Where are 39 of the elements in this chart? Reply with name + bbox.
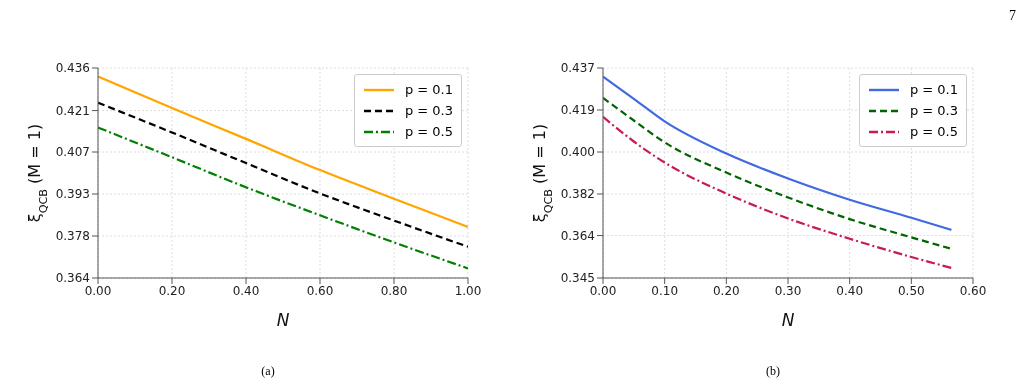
x-tick-label: 0.60	[306, 283, 334, 298]
x-tick-label: 0.20	[158, 283, 186, 298]
y-tick-label: 0.364	[560, 228, 595, 243]
legend-label: p = 0.1	[909, 82, 958, 97]
y-tick-label: 0.419	[560, 103, 595, 118]
y-tick-label: 0.378	[55, 229, 90, 244]
x-tick-label: 0.30	[774, 283, 802, 298]
y-tick-label: 0.393	[55, 187, 90, 202]
text: (b)	[765, 364, 781, 379]
text: (a)	[260, 364, 276, 379]
x-axis-title: N	[276, 310, 290, 330]
x-tick-label: 0.40	[836, 283, 864, 298]
x-tick-label: 0.80	[380, 283, 408, 298]
legend-label: p = 0.5	[404, 124, 453, 139]
line-series	[98, 126, 468, 270]
y-tick-label: 0.345	[560, 271, 595, 286]
text: 7	[1009, 8, 1016, 24]
y-tick-label: 0.421	[55, 103, 90, 118]
x-tick-label: 0.50	[897, 283, 925, 298]
x-tick-label: 0.00	[589, 283, 617, 298]
x-tick-label: 0.00	[84, 283, 112, 298]
y-tick-label: 0.437	[560, 61, 595, 76]
x-tick-label: 0.10	[651, 283, 679, 298]
legend-label: p = 0.5	[909, 124, 958, 139]
y-tick-label: 0.400	[560, 145, 595, 160]
x-tick-label: 0.40	[232, 283, 260, 298]
x-tick-label: 0.20	[712, 283, 740, 298]
x-tick-label: 1.00	[454, 283, 482, 298]
line-series	[98, 101, 468, 248]
y-tick-label: 0.436	[55, 61, 90, 76]
line-series	[98, 75, 468, 229]
legend-label: p = 0.1	[404, 82, 453, 97]
y-tick-label: 0.364	[55, 271, 90, 286]
x-axis-title: N	[781, 310, 795, 330]
legend-label: p = 0.3	[404, 103, 453, 118]
y-tick-label: 0.382	[560, 187, 595, 202]
y-tick-label: 0.407	[55, 145, 90, 160]
legend-label: p = 0.3	[909, 103, 958, 118]
x-tick-label: 0.60	[959, 283, 987, 298]
